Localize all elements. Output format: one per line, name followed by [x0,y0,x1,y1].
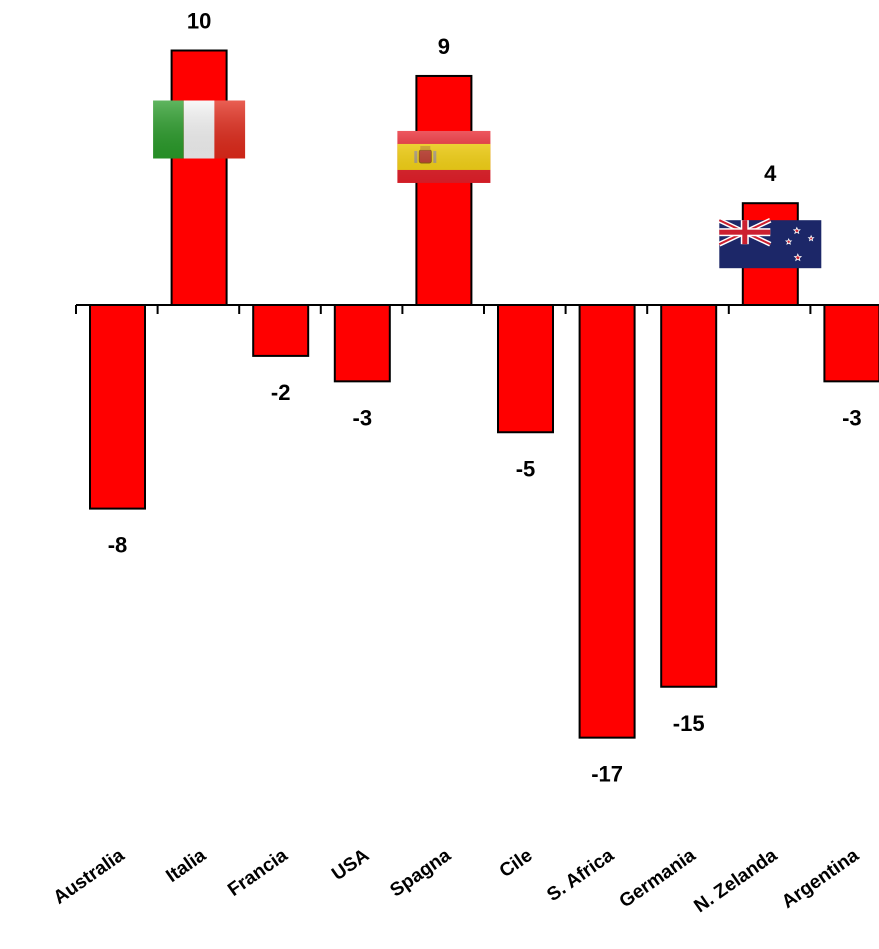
category-label-spagna: Spagna [387,845,456,902]
southern-cross-star [807,234,815,242]
data-label-cile: -5 [516,456,536,481]
category-label-italia: Italia [162,845,210,887]
canton-cross-red-h [719,229,771,235]
bar-argentina [823,304,879,383]
data-labels-group: -8 10 -2 -3 9 -5 -17 -15 4 -3 [108,9,862,787]
bar-francia [252,304,310,357]
data-label-australia: -8 [108,533,128,558]
data-label-germania: -15 [673,711,705,736]
category-label-germania: Germania [616,845,700,913]
data-label-italia: 10 [187,9,211,34]
bar-cile [497,304,554,434]
category-label-australia: Australia [50,845,129,909]
flags-group [153,100,822,269]
category-label-s-africa: S. Africa [543,845,618,906]
bar-germania [660,304,718,688]
bar-spagna [415,74,473,306]
category-label-usa: USA [328,845,373,885]
category-label-cile: Cile [496,845,537,882]
new-zealand-flag-icon [718,217,822,269]
data-label-spagna: 9 [438,34,450,59]
bar-s-africa [578,304,636,739]
category-label-n-zelanda: N. Zelanda [690,845,781,918]
data-label-francia: -2 [271,380,291,405]
southern-cross-star [793,253,803,262]
bar-australia [89,304,146,510]
data-label-usa: -3 [353,405,373,430]
bar-italia [170,49,228,306]
bars-group [89,49,879,739]
data-label-s-africa: -17 [591,762,623,787]
data-label-n-zelanda: 4 [764,161,777,186]
italy-flag-icon [153,100,246,159]
data-label-argentina: -3 [842,405,862,430]
southern-cross-star [784,237,793,245]
category-labels-group: Australia Italia Francia USA Spagna Cile S. Af… [50,845,863,918]
flag-shine [397,130,491,183]
southern-cross-star [792,226,801,235]
category-label-argentina: Argentina [778,845,863,913]
bar-usa [333,304,391,383]
spain-flag-icon [397,130,491,183]
category-label-francia: Francia [224,845,292,901]
x-axis [75,304,879,314]
flag-shine [153,100,246,159]
